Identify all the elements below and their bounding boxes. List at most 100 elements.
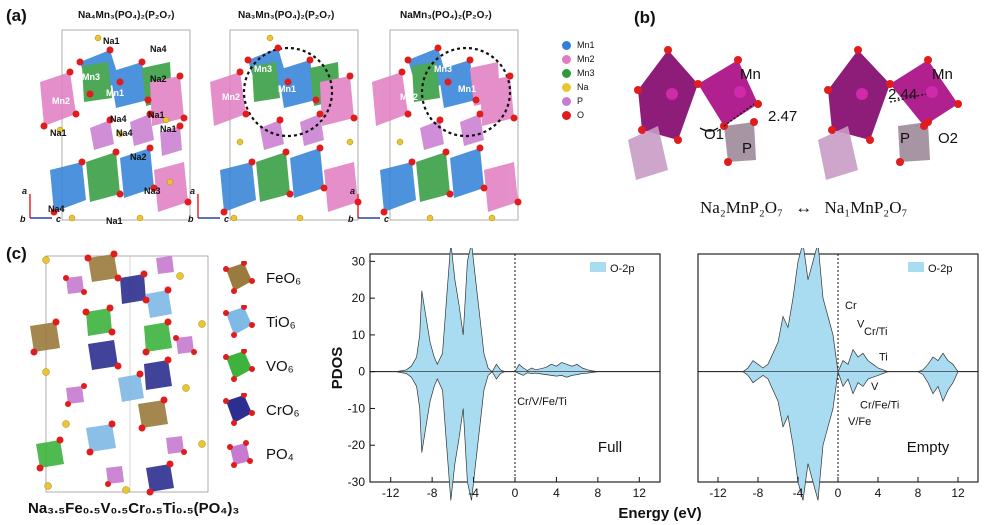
site-label: Mn1 [278,84,296,94]
legend-c-label: FeO₆ [266,269,302,287]
site-label: Mn2 [52,96,70,106]
legend-c-label: CrO₆ [266,401,300,419]
site-label: Na1 [50,128,67,138]
crystal-structures-a [29,29,522,222]
panel-a-letter: (a) [6,6,27,25]
site-label: Na1 [106,216,123,226]
legend-swatch [908,262,924,272]
legend-c-label: VO₆ [266,357,294,375]
state-label: Ti [879,352,888,364]
state-annotation: Empty [907,439,950,456]
legend-a-label: Mn3 [577,68,595,78]
legend-a-label: P [577,96,584,106]
site-label: Mn3 [434,64,452,74]
y-tick-label: 20 [352,291,366,305]
pdos-area-spin-up [395,248,598,373]
x-tick-label: 4 [553,486,560,500]
axis-a-label: a [190,186,196,196]
legend-label: O-2p [928,263,952,275]
pdos-area-spin-up [741,248,959,373]
site-label: Na1 [148,110,165,120]
site-label: Na4 [150,44,167,54]
x-axis-label: Energy (eV) [618,505,701,522]
x-tick-label: 0 [512,486,519,500]
pdos-charts: -12 -8 -4 0 4 8 12 30 20 10 0 -10 -20 -30 O-2p Full -12 -… [330,248,979,522]
po4-icon [227,440,253,468]
o1-label: O1 [704,126,725,143]
mn1-swatch [562,40,571,50]
x-tick-label: 12 [633,486,647,500]
legend-a-label: Mn2 [577,54,595,64]
o-swatch [562,110,571,120]
site-label: Mn2 [222,92,240,102]
y-axis-label: PDOS [330,347,346,390]
state-label: Cr/Ti [864,326,887,338]
legend-swatch [590,262,606,272]
pdos-area-spin-down [395,371,598,501]
x-tick-label: -4 [793,486,804,500]
state-label: Cr [845,300,857,312]
legend-a-label: Na [577,82,589,92]
site-label: Na2 [130,152,147,162]
legend-c: FeO₆ TiO₆ VO₆ CrO₆ PO₄ [222,256,301,476]
state-annotation: Full [598,439,622,456]
y-tick-label: -20 [348,438,366,452]
axis-c-label: c [224,214,230,224]
site-label: Na1 [103,36,120,46]
legend-a-label: O [577,110,585,120]
panel-c-letter: (c) [6,244,27,263]
legend-label: O-2p [610,263,634,275]
p-label-right: P [900,130,911,147]
site-label: Mn3 [82,72,100,82]
axis-c-label: c [384,214,390,224]
y-tick-label: 10 [352,328,366,342]
y-tick-label: -30 [348,475,366,489]
mn-label-right: Mn [932,66,953,83]
vo6-icon [223,349,255,382]
state-label: V/Fe [848,416,871,428]
mn-label-left: Mn [740,66,761,83]
mn2-swatch [562,54,571,64]
axis-a-label: a [350,186,356,196]
formula-left: Na₂MnP₂O₇ [700,198,783,217]
legend-a-label: Mn1 [577,40,595,50]
site-label: Na4 [110,114,127,124]
mn3-swatch [562,68,571,78]
feo6-icon [223,261,255,294]
axis-a-label: a [22,186,28,196]
tio6-icon [223,305,255,338]
na-swatch [562,82,571,92]
y-tick-label: 0 [358,365,365,379]
y-tick-label: 30 [352,254,366,268]
site-label: Mn1 [106,88,124,98]
state-label: V [871,381,879,393]
x-tick-label: -8 [753,486,764,500]
mn-p2o7-structures [628,46,962,180]
o2-label: O2 [938,130,959,147]
legend-c-label: TiO₆ [266,313,296,331]
panel-c-formula: Na₃.₅Fe₀.₅V₀.₅Cr₀.₅Ti₀.₅(PO₄)₃ [28,500,240,517]
x-tick-label: 12 [951,486,965,500]
panel-b-formula: Na₂MnP₂O₇ ↔ Na₁MnP₂O₇ [700,198,907,218]
structure-2-title: Na₃Mn₃(PO₄)₂(P₂O₇) [238,10,335,21]
state-label: Cr/Fe/Ti [860,399,899,411]
site-label: Na4 [116,128,133,138]
y-tick-label: -10 [348,401,366,415]
distance-left: 2.47 [768,108,798,125]
axis-c-label: c [56,214,62,224]
site-label: Mn2 [400,92,418,102]
x-tick-label: -8 [427,486,438,500]
state-label: V [857,319,865,331]
site-label: Na4 [48,204,65,214]
distance-right: 2.44 [888,86,918,103]
p-label-left: P [742,140,753,157]
state-label: Cr/V/Fe/Ti [517,396,567,408]
x-tick-label: -12 [709,486,727,500]
site-label: Mn3 [254,64,272,74]
equilibrium-arrow: ↔ [795,198,813,217]
pdos-area-spin-down [741,371,959,501]
x-tick-label: 8 [595,486,602,500]
axis-b-label: b [20,214,26,224]
structure-3-title: NaMn₃(PO₄)₂(P₂O₇) [400,10,492,21]
x-tick-label: -4 [468,486,479,500]
